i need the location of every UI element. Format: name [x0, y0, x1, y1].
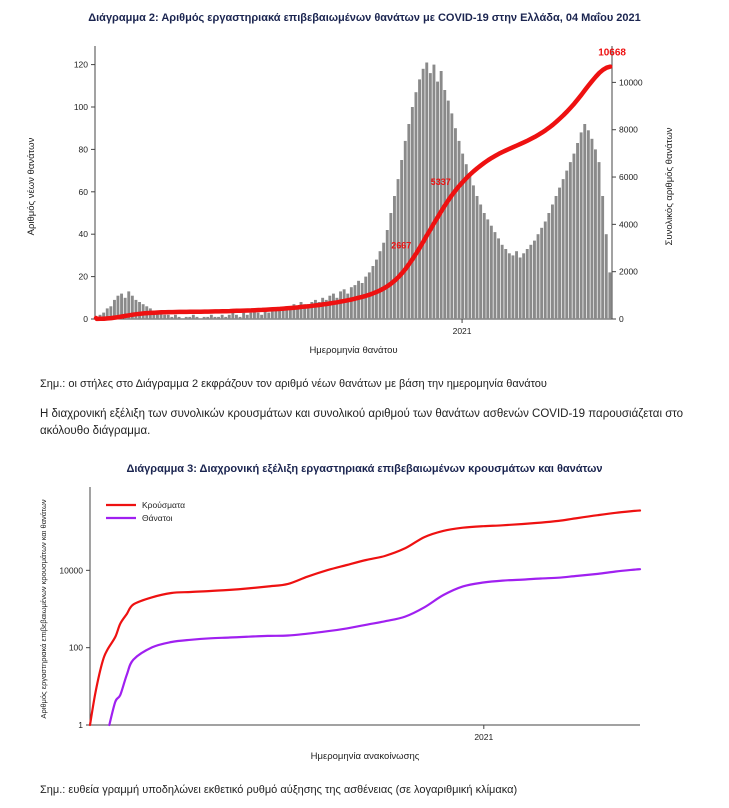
svg-text:20: 20	[79, 272, 89, 282]
diagram3-block: Διάγραμμα 3: Διαχρονική εξέλιξη εργαστηρ…	[0, 463, 729, 770]
svg-text:4000: 4000	[619, 219, 638, 229]
legend: Κρούσματα Θάνατοι	[106, 500, 185, 523]
legend-label: Θάνατοι	[142, 513, 173, 523]
svg-text:Ημερομηνία ανακοίνωσης: Ημερομηνία ανακοίνωσης	[311, 751, 420, 762]
svg-text:Συνολικός αριθμός θανάτων: Συνολικός αριθμός θανάτων	[664, 127, 675, 245]
diagram2-figure: 0 20 40 60 80 100 120 0 2000 4000 6000 8000 10000 202…	[26, 46, 675, 356]
diagram3-title: Διάγραμμα 3: Διαχρονική εξέλιξη εργαστηρ…	[126, 462, 603, 475]
svg-text:0: 0	[83, 314, 88, 324]
legend-label: Κρούσματα	[142, 500, 185, 510]
diagram2-title: Διάγραμμα 2: Αριθμός εργαστηριακά επιβεβ…	[88, 12, 641, 24]
svg-text:1: 1	[78, 720, 83, 730]
milestone-label: 2667	[391, 240, 411, 250]
svg-text:80: 80	[79, 144, 89, 154]
milestone-annotations: 2667 5337 10668	[391, 48, 626, 251]
cumulative-deaths-line	[93, 64, 613, 322]
milestone-label: 5337	[431, 177, 451, 187]
svg-text:60: 60	[79, 187, 89, 197]
total-deaths-label: 10668	[598, 48, 626, 59]
svg-text:100: 100	[74, 102, 88, 112]
diagram3-figure: 1 100 10000 2021 Ημερομηνία ανακοίνωσης Αριθμ…	[39, 486, 642, 762]
svg-text:8000: 8000	[619, 125, 638, 135]
note-diagram3: Σημ.: ευθεία γραμμή υποδηλώνει εκθετικό …	[40, 783, 518, 796]
svg-text:100: 100	[69, 642, 83, 652]
svg-text:10000: 10000	[619, 77, 643, 87]
svg-text:6000: 6000	[619, 172, 638, 182]
svg-text:2021: 2021	[474, 732, 493, 742]
svg-text:Ημερομηνία θανάτου: Ημερομηνία θανάτου	[309, 345, 397, 356]
axis-tick-labels: 1 100 10000 2021 Ημερομηνία ανακοίνωσης Αριθμ…	[39, 499, 494, 762]
svg-text:120: 120	[74, 60, 88, 70]
svg-text:40: 40	[79, 229, 89, 239]
cases-line	[88, 508, 642, 726]
svg-text:2000: 2000	[619, 267, 638, 277]
svg-text:0: 0	[619, 314, 624, 324]
svg-text:10000: 10000	[59, 565, 83, 575]
axes	[86, 486, 640, 729]
axis-tick-labels: 0 20 40 60 80 100 120 0 2000 4000 6000 8000 10000 202…	[26, 60, 675, 356]
body-paragraph: Η διαχρονική εξέλιξη των συνολικών κρουσ…	[40, 408, 684, 438]
svg-text:Αριθμός εργαστηριακά επιβεβαιω: Αριθμός εργαστηριακά επιβεβαιωμένων κρου…	[39, 499, 48, 718]
note-diagram2: Σημ.: οι στήλες στο Διάγραμμα 2 εκφράζου…	[40, 378, 547, 390]
daily-deaths-bars	[95, 62, 612, 320]
svg-text:2021: 2021	[453, 326, 472, 336]
deaths-line	[108, 567, 642, 726]
diagram2-block: Διάγραμμα 2: Αριθμός εργαστηριακά επιβεβ…	[0, 12, 729, 364]
svg-text:Αριθμός νέων θανάτων: Αριθμός νέων θανάτων	[26, 137, 37, 235]
